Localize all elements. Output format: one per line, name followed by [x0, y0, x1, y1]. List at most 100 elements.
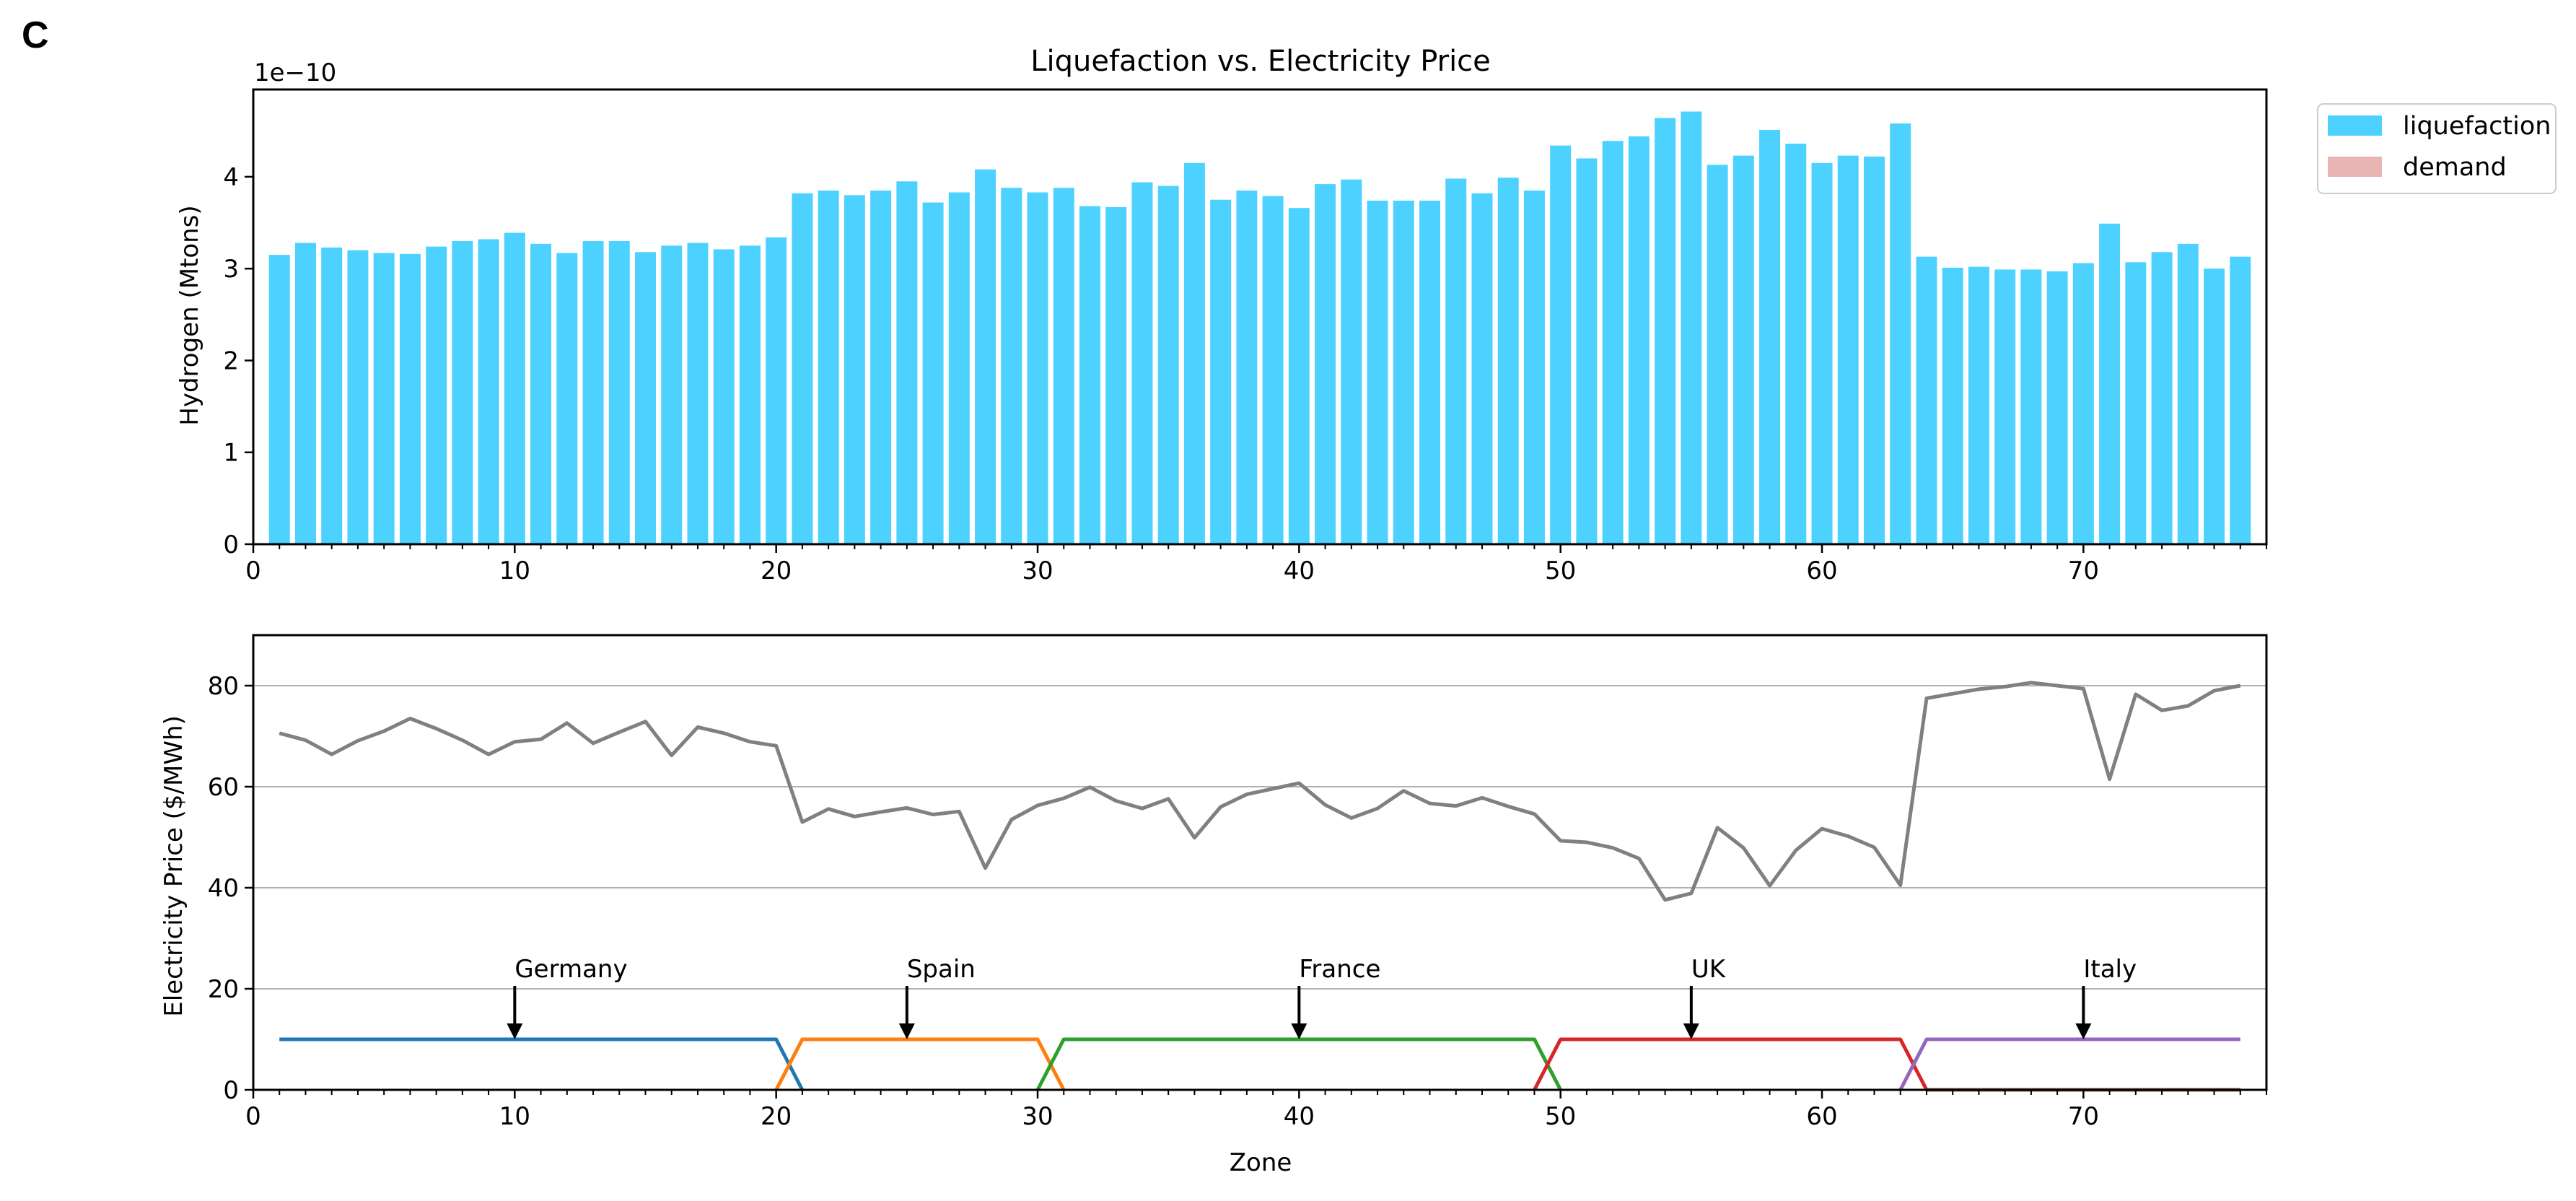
bar-liquefaction: [922, 202, 944, 544]
y-tick-label: 2: [223, 346, 239, 375]
y-axis-label: Hydrogen (Mtons): [175, 205, 204, 425]
bar-liquefaction: [1131, 182, 1153, 544]
bar-liquefaction: [2072, 263, 2094, 544]
y-tick-label: 80: [208, 672, 239, 701]
bar-liquefaction: [1890, 123, 1911, 544]
bar-liquefaction: [792, 193, 813, 544]
bar-liquefaction: [1445, 178, 1467, 545]
y-tick-label: 60: [208, 773, 239, 802]
bar-liquefaction: [530, 243, 552, 544]
bar-liquefaction: [1942, 267, 1963, 544]
y-tick-label: 40: [208, 874, 239, 903]
bar-liquefaction: [1732, 155, 1754, 545]
annotation-arrow-head: [507, 1023, 523, 1039]
bar-liquefaction: [1655, 118, 1676, 545]
legend-label-liquefaction: liquefaction: [2403, 112, 2551, 141]
y-tick-label: 4: [223, 163, 239, 192]
bar-liquefaction: [975, 169, 996, 544]
annotation-label: Italy: [2083, 955, 2137, 984]
bar-liquefaction: [1576, 158, 1598, 545]
panel-label: C: [22, 14, 49, 56]
bar-liquefaction: [1471, 193, 1493, 544]
x-tick-label: 10: [499, 1102, 530, 1131]
annotation-arrow-head: [1683, 1023, 1699, 1039]
legend-swatch-liquefaction: [2328, 115, 2382, 136]
bar-liquefaction: [713, 249, 735, 544]
x-axis-label: Zone: [1230, 1148, 1292, 1177]
bar-liquefaction: [896, 181, 918, 545]
bar-liquefaction: [844, 195, 865, 544]
bar-liquefaction: [687, 243, 709, 544]
bar-liquefaction: [1236, 191, 1258, 544]
x-tick-label: 40: [1284, 556, 1315, 585]
bar-liquefaction: [1628, 136, 1650, 545]
annotation-arrow-head: [2075, 1023, 2092, 1039]
y-tick-label: 1: [223, 439, 239, 468]
x-tick-label: 0: [245, 556, 261, 585]
y-ticks: 0 1 2 3 4: [223, 163, 253, 559]
bar-liquefaction: [661, 245, 683, 544]
bar-liquefaction: [948, 192, 970, 544]
series-lines: [279, 681, 2241, 1092]
bar-liquefaction: [1262, 196, 1284, 544]
bar-liquefaction: [2177, 243, 2199, 544]
x-tick-label: 10: [499, 556, 530, 585]
bar-liquefaction: [1602, 141, 1624, 545]
bar-liquefaction: [426, 246, 447, 544]
x-tick-label: 60: [1806, 556, 1837, 585]
bar-liquefaction: [739, 245, 761, 544]
bar-liquefaction: [2099, 223, 2121, 544]
x-tick-label: 0: [245, 1102, 261, 1131]
bar-liquefaction: [2125, 262, 2147, 544]
y-ticks: 0 20 40 60 80: [208, 672, 253, 1105]
bar-liquefaction: [766, 237, 787, 544]
zone-membership-line: [1898, 1037, 2240, 1091]
y-tick-label: 3: [223, 255, 239, 284]
bar-liquefaction: [268, 255, 290, 544]
y-tick-label: 0: [223, 1076, 239, 1105]
bar-liquefaction: [1367, 201, 1388, 544]
bar-liquefaction: [870, 191, 892, 544]
annotation-label: UK: [1691, 955, 1727, 984]
legend-label-demand: demand: [2403, 153, 2507, 182]
bar-liquefaction: [1001, 188, 1022, 544]
zone-membership-line: [1035, 1037, 1562, 1091]
bar-liquefaction: [1079, 206, 1100, 544]
x-tick-label: 70: [2068, 1102, 2099, 1131]
y-tick-label: 20: [208, 975, 239, 1004]
bar-liquefaction: [1916, 256, 1937, 544]
bar-liquefaction: [1681, 111, 1702, 544]
annotation-label: Spain: [907, 955, 976, 984]
bar-liquefaction: [1341, 179, 1362, 544]
bar-liquefaction: [373, 253, 395, 544]
zone-membership-line: [1533, 1037, 1929, 1091]
bar-liquefaction: [478, 239, 499, 544]
y-offset-text: 1e−10: [254, 58, 336, 87]
bar-liquefaction: [1288, 208, 1310, 544]
x-tick-label: 50: [1545, 556, 1576, 585]
x-tick-label: 20: [761, 1102, 792, 1131]
bar-liquefaction: [1393, 201, 1414, 544]
y-tick-label: 0: [223, 530, 239, 559]
x-tick-label: 30: [1022, 556, 1053, 585]
bar-liquefaction: [1183, 162, 1205, 544]
bar-liquefaction: [1785, 144, 1807, 544]
annotation-label: France: [1299, 955, 1380, 984]
x-tick-label: 50: [1545, 1102, 1576, 1131]
bar-liquefaction: [294, 243, 316, 544]
bar-liquefaction: [1210, 199, 1232, 544]
bar-liquefaction: [2230, 256, 2251, 544]
bar-liquefaction: [1968, 266, 1989, 544]
zone-membership-line: [279, 1037, 805, 1091]
bar-liquefaction: [1707, 165, 1728, 544]
x-tick-label: 30: [1022, 1102, 1053, 1131]
x-tick-label: 70: [2068, 556, 2099, 585]
bar-liquefaction: [1864, 156, 1885, 545]
x-tick-label: 60: [1806, 1102, 1837, 1131]
x-tick-label: 20: [761, 556, 792, 585]
country-annotations: Germany Spain France UK Italy: [507, 955, 2137, 1039]
bar-liquefaction: [1157, 185, 1179, 544]
y-axis-label: Electricity Price ($/MWh): [159, 715, 188, 1017]
gridlines: [253, 685, 2266, 990]
